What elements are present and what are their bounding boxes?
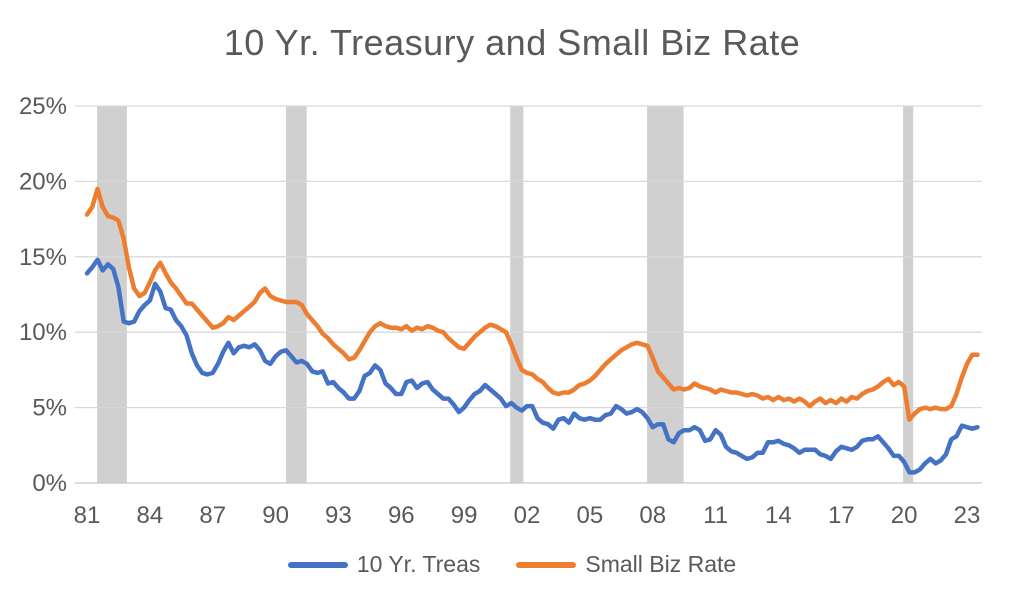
svg-text:11: 11	[703, 502, 728, 529]
svg-text:99: 99	[451, 502, 478, 529]
svg-text:08: 08	[639, 502, 666, 529]
svg-text:90: 90	[262, 502, 289, 529]
svg-text:93: 93	[325, 502, 352, 529]
svg-text:0%: 0%	[32, 470, 67, 497]
svg-text:23: 23	[954, 502, 981, 529]
chart-title: 10 Yr. Treasury and Small Biz Rate	[223, 22, 801, 63]
svg-text:20: 20	[891, 502, 918, 529]
svg-text:02: 02	[514, 502, 541, 529]
legend-item-10yr-treas: 10 Yr. Treas	[287, 551, 481, 578]
orange-line-swatch-icon	[516, 561, 577, 568]
legend-label: 10 Yr. Treas	[356, 551, 481, 577]
legend-label: Small Biz Rate	[585, 551, 737, 577]
svg-text:10%: 10%	[19, 319, 67, 346]
blue-line-swatch-icon	[287, 561, 348, 568]
svg-text:15%: 15%	[19, 244, 67, 271]
chart-legend: 10 Yr. Treas Small Biz Rate	[0, 551, 1024, 578]
svg-text:25%: 25%	[19, 93, 67, 120]
svg-text:14: 14	[765, 502, 792, 529]
svg-text:5%: 5%	[32, 395, 67, 422]
legend-item-small-biz-rate: Small Biz Rate	[516, 551, 736, 578]
svg-text:87: 87	[199, 502, 226, 529]
svg-text:81: 81	[74, 502, 101, 529]
svg-text:20%: 20%	[19, 168, 67, 195]
svg-text:96: 96	[388, 502, 415, 529]
svg-text:05: 05	[577, 502, 604, 529]
svg-text:17: 17	[828, 502, 855, 529]
svg-text:84: 84	[137, 502, 164, 529]
